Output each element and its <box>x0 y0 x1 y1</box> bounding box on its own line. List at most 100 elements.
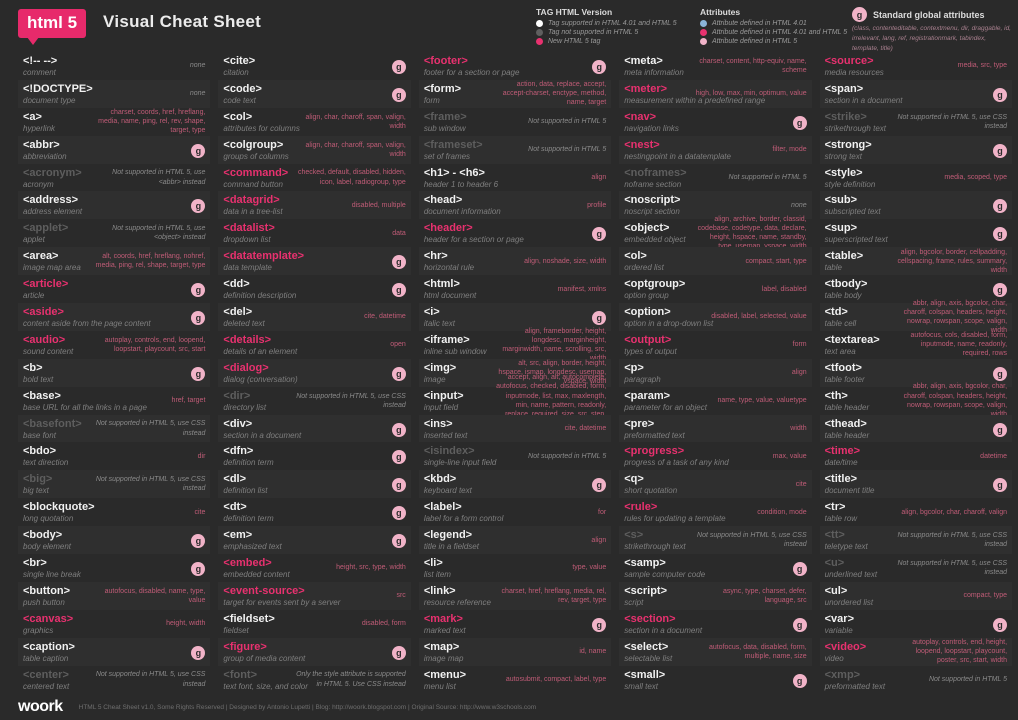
tag-name: <time> <box>824 445 861 458</box>
tag-attributes: align <box>791 369 807 377</box>
tag-row: <caption> table caption g <box>18 637 211 666</box>
tag-name: <img> <box>423 361 457 374</box>
tag-attributes: height, src, type, width <box>336 564 406 572</box>
tag-name: <object> <box>624 222 670 235</box>
global-attributes-legend: g Standard global attributes (class, con… <box>852 7 1012 53</box>
tag-attributes: disabled, label, selected, value <box>711 313 807 321</box>
tag-row: <datalist> dropdown list data <box>218 219 410 247</box>
tag-name: <bdo> <box>23 445 57 458</box>
tag-row: <label> label for a form control for <box>419 498 611 526</box>
tag-attributes: align <box>591 536 607 544</box>
tag-attributes: id, name <box>579 648 607 656</box>
tag-attributes: charset, href, hreflang, media, rel, rev… <box>501 587 607 604</box>
tag-attributes: align, frameborder, height, longdesc, ma… <box>502 327 607 362</box>
tag-name: <dt> <box>223 501 247 514</box>
tag-description: paragraph <box>624 374 661 384</box>
tag-row: <body> body element g <box>18 526 211 555</box>
tag-row: <object> embedded object align, archive, b… <box>619 216 811 250</box>
tag-attributes: for <box>598 508 607 516</box>
tag-name: <rule> <box>624 501 658 514</box>
tag-description: ordered list <box>624 263 664 273</box>
tag-name: <del> <box>223 305 253 318</box>
tag-row: <rule> rules for updating a template condi… <box>619 498 811 526</box>
legend-label: Attribute defined in HTML 4.01 and HTML … <box>712 29 848 36</box>
tag-row: <xmp> preformatted text Not supported in H… <box>820 666 1012 694</box>
unsupported-tag-dot-icon <box>536 29 543 36</box>
tag-description: table row <box>824 514 858 524</box>
tag-attributes: condition, mode <box>757 508 807 516</box>
tag-row: <kbd> keyboard text g <box>418 470 612 499</box>
tag-name: <header> <box>423 222 473 235</box>
tag-row: <param> parameter for an object name, type… <box>619 387 811 415</box>
tag-name: <event-source> <box>223 584 305 597</box>
tag-row: <nav> navigation links g <box>619 108 811 136</box>
attributes-legend: Attributes Attribute defined in HTML 4.0… <box>700 7 910 47</box>
tag-attributes-none: none <box>189 90 206 98</box>
tag-description: section in a document <box>223 430 302 440</box>
tag-row: <font> text font, size, and color Only the… <box>218 666 410 694</box>
tag-name: <dir> <box>223 389 251 402</box>
tag-name: <form> <box>423 82 462 95</box>
tag-attributes: abbr, align, axis, bgcolor, char, charof… <box>903 383 1008 417</box>
tag-attributes: async, type, charset, defer, language, s… <box>722 587 807 604</box>
tag-row: <optgroup> option group label, disabled <box>619 275 811 303</box>
tag-row: <fieldset> fieldset disabled, form <box>218 610 410 638</box>
tag-name: <var> <box>824 612 854 625</box>
tag-row: <em> emphasized text g <box>218 526 411 555</box>
tag-name: <footer> <box>423 54 468 67</box>
tag-row: <time> date/time datetime <box>820 442 1012 470</box>
tag-row: <span> section in a document g <box>819 79 1013 108</box>
tag-description: progress of a task of any kind <box>624 458 729 468</box>
tag-row: <noscript> noscript section none <box>619 191 812 220</box>
tag-name: <s> <box>624 529 644 542</box>
global-attributes-badge-icon: g <box>993 617 1008 632</box>
tag-description: article <box>23 291 45 301</box>
tag-description: fieldset <box>223 625 249 635</box>
legend-label: Tag supported in HTML 4.01 and HTML 5 <box>548 20 677 27</box>
tag-attributes: checked, default, disabled, hidden, icon… <box>298 169 406 186</box>
tag-row: <p> paragraph align <box>619 358 812 387</box>
tag-row: <ul> unordered list compact, type <box>819 581 1013 610</box>
tag-description: directory list <box>223 402 267 412</box>
tag-description: subscripted text <box>824 207 881 217</box>
tag-attributes: filter, mode <box>772 146 807 154</box>
tag-name: <kbd> <box>423 473 457 486</box>
tag-description: image <box>423 374 446 384</box>
tag-description: italic text <box>423 318 455 328</box>
tag-name: <map> <box>423 640 460 653</box>
tag-name: <fieldset> <box>223 612 275 625</box>
tag-description: dialog (conversation) <box>223 374 298 384</box>
tag-description: style definition <box>824 179 876 189</box>
tag-description: code text <box>223 95 256 105</box>
tag-row: <center> centered text Not supported in HT… <box>18 666 210 694</box>
woork-logo: woork <box>18 698 63 715</box>
tag-attributes: manifest, xmlns <box>557 285 607 293</box>
tag-support-note: Not supported in HTML 5 <box>528 146 607 154</box>
tag-name: <body> <box>23 529 63 542</box>
tag-row: <link> resource reference charset, href, h… <box>418 581 612 610</box>
global-attributes-badge-icon: g <box>391 645 406 660</box>
tag-attributes: name, type, value, valuetype <box>717 397 807 405</box>
tag-attributes: align, char, charoff, span, valign, widt… <box>305 141 406 158</box>
global-attributes-badge-icon: g <box>592 478 607 493</box>
tag-attributes: alt, coords, href, hreflang, nohref, med… <box>95 253 206 270</box>
tag-description: list item <box>423 569 451 579</box>
tag-name: <pre> <box>624 417 655 430</box>
tag-name: <base> <box>23 389 61 402</box>
global-attributes-badge-icon: g <box>391 283 406 298</box>
tag-name: <aside> <box>23 305 64 318</box>
tag-attributes: autoplay, controls, end, height, loopend… <box>912 639 1008 665</box>
tag-name: <mark> <box>423 612 463 625</box>
tag-description: text area <box>824 346 856 356</box>
tag-name: <tt> <box>824 529 845 542</box>
tag-description: content aside from the page content <box>23 318 151 328</box>
tag-attributes: dir <box>197 452 206 460</box>
tag-attributes: cite, datetime <box>364 313 406 321</box>
tag-name: <thead> <box>824 417 867 430</box>
tag-attributes: cite, datetime <box>564 424 607 432</box>
tag-description: variable <box>824 625 853 635</box>
tag-name: <b> <box>23 361 43 374</box>
tag-name: <br> <box>23 556 47 569</box>
tag-description: hyperlink <box>23 123 56 133</box>
tag-description: document title <box>824 486 875 496</box>
